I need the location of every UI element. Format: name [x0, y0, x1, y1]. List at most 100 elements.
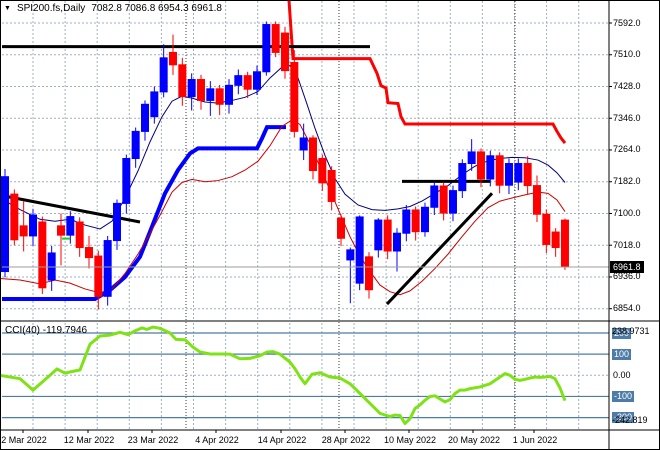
- chart-title: ▼ SPI200.fs,Daily 7082.8 7086.8 6954.3 6…: [4, 3, 222, 14]
- candle-body: [420, 206, 429, 233]
- cci-zero-label: 0.00: [613, 369, 631, 380]
- candle-body: [66, 216, 75, 236]
- candle-body: [290, 61, 299, 132]
- candle: [271, 21, 280, 58]
- candle: [439, 182, 448, 221]
- candle-body: [299, 137, 308, 151]
- candle-body: [374, 219, 383, 251]
- candle-body: [252, 71, 261, 90]
- candle-body: [355, 216, 364, 284]
- candle: [187, 73, 196, 111]
- candle: [262, 21, 271, 76]
- candle: [103, 235, 112, 306]
- candle: [532, 175, 541, 222]
- candle: [75, 217, 84, 257]
- candle: [486, 150, 495, 187]
- candle: [1, 168, 9, 278]
- candle: [234, 69, 243, 95]
- candle: [159, 44, 168, 98]
- candle: [112, 199, 121, 250]
- indicator-label: CCI(40) -119.7946: [5, 325, 88, 336]
- candle: [206, 81, 215, 116]
- price-axis-label: 7510.0: [613, 49, 641, 60]
- candle: [290, 50, 299, 138]
- candle: [560, 218, 569, 270]
- date-axis-label: 1 Jun 2022: [512, 435, 558, 445]
- candle: [383, 215, 392, 260]
- candle: [243, 71, 252, 99]
- candle: [224, 79, 233, 114]
- candle-body: [430, 185, 439, 208]
- candle-body: [532, 185, 541, 215]
- candle: [280, 26, 289, 79]
- price-axis-label: 6936.0: [613, 271, 641, 282]
- price-axis-label: 7182.0: [613, 176, 641, 187]
- candle: [28, 208, 37, 246]
- cci-scale-min-label: -242.819: [612, 414, 648, 425]
- candle: [420, 202, 429, 237]
- candle-body: [206, 88, 215, 101]
- candle: [467, 139, 476, 171]
- candle: [346, 247, 355, 304]
- trendline[interactable]: [385, 192, 494, 306]
- candle: [38, 216, 47, 294]
- cci-scale-max-label: 238.9731: [612, 326, 650, 336]
- date-axis-label: 28 Apr 2022: [321, 435, 371, 445]
- candle: [448, 185, 457, 222]
- candle: [430, 181, 439, 216]
- candle: [19, 201, 28, 252]
- date-axis-label: 14 Apr 2022: [257, 435, 307, 445]
- candle: [84, 235, 93, 269]
- candle: [495, 152, 504, 194]
- date-axis-label: 20 May 2022: [447, 435, 501, 445]
- candle-body: [392, 232, 401, 252]
- date-axis-label: 10 May 2022: [383, 435, 437, 445]
- price-axis-label: 7346.0: [613, 112, 641, 123]
- candle-body: [495, 155, 504, 186]
- candle-body: [486, 155, 495, 180]
- candle-body: [10, 193, 19, 241]
- cci-line: [0, 325, 567, 426]
- candle-body: [112, 202, 121, 242]
- candle-body: [168, 51, 177, 66]
- candles: [1, 21, 569, 310]
- candle-body: [551, 231, 560, 249]
- candle-body: [327, 169, 336, 202]
- candle-body: [94, 255, 103, 297]
- current-price-badge: 6961.8: [610, 260, 644, 273]
- cci-level-badge: -200: [612, 412, 635, 424]
- grid-lines: [2, 1, 609, 429]
- candle-body: [346, 249, 355, 261]
- candle: [56, 213, 65, 266]
- candle: [364, 252, 373, 299]
- candle: [374, 218, 383, 258]
- price-axis-label: 6854.0: [613, 303, 641, 314]
- candle-body: [467, 151, 476, 165]
- candle-body: [196, 79, 205, 101]
- price-axis-label: 7018.0: [613, 239, 641, 250]
- candle-body: [56, 225, 65, 236]
- candle-body: [448, 190, 457, 214]
- cci-level-badge: -100: [612, 390, 635, 402]
- candle-body: [336, 217, 345, 239]
- cci-level-badge: 200: [612, 327, 632, 339]
- candle: [504, 158, 513, 195]
- date-axis-label: 23 Mar 2022: [127, 435, 179, 445]
- candle-body: [271, 24, 280, 53]
- candle-body: [215, 88, 224, 105]
- symbol-period-label: SPI200.fs,Daily: [16, 3, 86, 14]
- ohlc-values-label: 7082.8 7086.8 6954.3 6961.8: [91, 3, 222, 14]
- candle-body: [187, 79, 196, 98]
- candle-body: [131, 130, 140, 159]
- candle-body: [224, 84, 233, 105]
- candle: [66, 211, 75, 244]
- candle: [327, 166, 336, 211]
- candle: [514, 158, 523, 191]
- candle-body: [262, 24, 271, 73]
- symbol-dropdown-arrow-icon: ▼: [4, 4, 11, 12]
- candle: [392, 228, 401, 272]
- date-axis-label: 2 Mar 2022: [1, 435, 47, 445]
- cci-level-badge: 100: [612, 348, 632, 360]
- candle: [215, 84, 224, 116]
